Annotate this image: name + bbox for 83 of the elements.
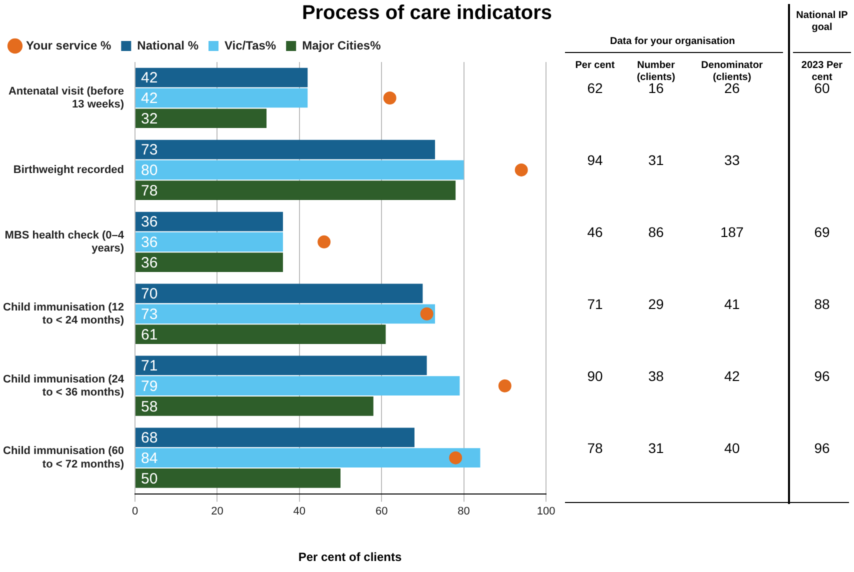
bar [136,304,436,324]
point [420,307,434,320]
bar [136,140,436,160]
legend-label: Vic/Tas% [224,38,276,52]
text: 187 [719,224,745,240]
data-label: 62 [586,80,604,96]
legend-label: National % [137,38,199,52]
bar [136,232,283,252]
x-tick-label: 80 [458,505,470,518]
data-label: 70 [141,286,158,303]
text: 88 [813,296,831,312]
text: Per cent [574,60,616,72]
data-label: 68 [141,430,158,447]
data-label: 36 [141,214,158,231]
bar [136,180,456,200]
data-label: 50 [141,470,158,488]
data-label: 80 [141,162,158,180]
point [449,451,462,464]
y-tick-label: Antenatal visit (before 13 weeks) [8,85,124,111]
text: 96 [813,440,831,456]
text: National IP goal [795,10,849,34]
data-label: 42 [141,90,158,108]
y-tick-label: Child immunisation (24 to < 36 months) [2,373,125,398]
bar [136,212,283,232]
y-tick-label: MBS health check (0–4 years) [4,229,125,255]
point [514,163,528,176]
text: 31 [647,440,665,456]
text: 31 [647,152,665,168]
bar [136,448,480,468]
data-label: 71 [586,296,604,312]
data-label: 42 [141,70,158,87]
x-tick-label: 100 [536,505,556,518]
point [383,91,396,104]
x-tick-label: 20 [211,505,224,518]
text: 42 [723,368,741,384]
text: 40 [723,440,741,456]
bar [136,252,283,272]
text: 69 [813,224,831,240]
bar [136,284,423,304]
legend-label: Major Cities% [302,38,382,52]
y-tick-label: Birthweight recorded [13,164,124,176]
data-label: 94 [586,152,604,168]
point [318,235,331,248]
text: 96 [813,368,831,384]
data-label: 84 [141,450,158,467]
bar [136,428,414,448]
bar [136,356,427,376]
text: 86 [647,224,665,240]
data-label: 73 [141,306,158,324]
data-label: 90 [586,368,604,384]
bar [136,376,460,396]
legend-label: Your service % [26,38,112,52]
data-label: 78 [141,182,158,200]
bar [136,396,374,416]
data-label: 71 [141,358,158,375]
text: 29 [647,296,665,312]
data-label: 73 [141,142,158,159]
text: 41 [723,296,741,312]
bar [136,88,308,108]
bar [136,160,464,180]
bar [136,108,267,128]
x-tick-label: 0 [132,505,138,518]
data-label: 61 [141,326,158,344]
bar [136,68,308,88]
bar [136,468,341,488]
x-axis-title: Per cent of clients [297,550,403,564]
x-tick-label: 60 [375,505,388,518]
point [498,379,512,392]
chart-title: Process of care indicators [302,2,552,24]
text: 38 [647,368,665,384]
data-label: 36 [141,254,158,272]
bar [136,324,386,344]
data-label: 78 [586,440,604,456]
data-label: 46 [586,224,604,240]
data-label: 36 [141,234,158,252]
text: 33 [723,152,741,168]
data-label: 58 [141,398,158,416]
data-label: 32 [141,110,158,128]
y-tick-label: Child immunisation (60 to < 72 months) [2,445,124,470]
x-tick-label: 40 [293,505,306,518]
data-label: 79 [141,378,158,395]
y-tick-label: Child immunisation (12 to < 24 months) [2,301,124,327]
text: Data for your organisation [608,36,736,48]
